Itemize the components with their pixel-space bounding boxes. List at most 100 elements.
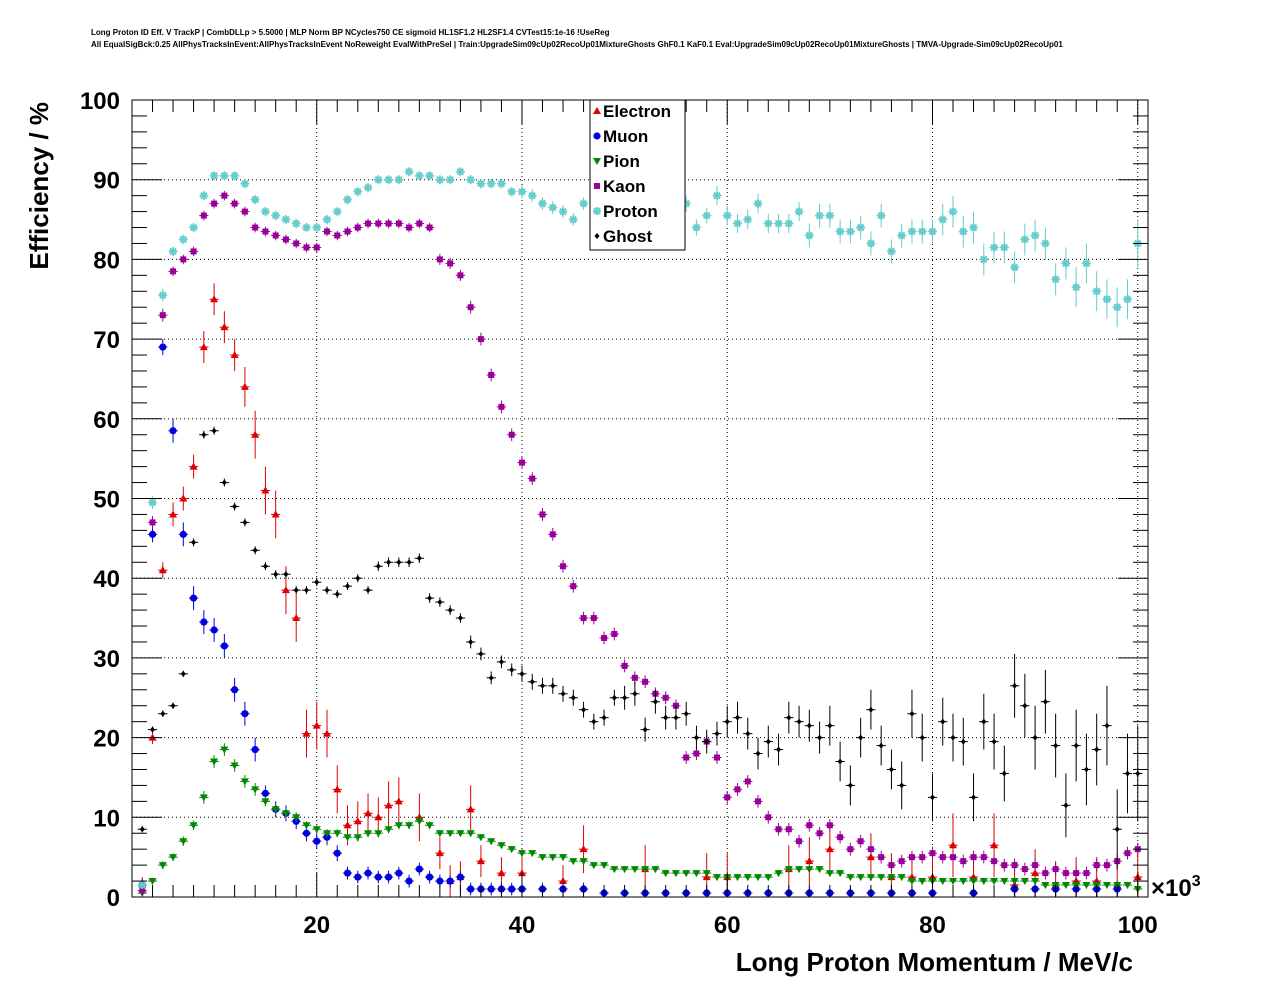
data-point — [220, 746, 229, 754]
data-point — [262, 563, 268, 570]
data-point — [836, 227, 845, 236]
data-point — [179, 838, 188, 846]
data-point — [704, 738, 710, 745]
legend-entry-electron: Electron — [593, 102, 671, 121]
data-point — [148, 530, 157, 538]
data-point — [322, 729, 331, 737]
data-point — [158, 566, 167, 574]
data-point — [1021, 866, 1028, 873]
legend-marker — [593, 158, 601, 165]
data-point — [159, 312, 166, 319]
data-point — [426, 224, 433, 231]
data-point — [744, 778, 751, 785]
data-point — [466, 830, 475, 838]
legend: Electron Muon Pion Kaon Proton Ghost — [589, 99, 686, 251]
data-point — [815, 211, 824, 220]
data-point — [796, 838, 803, 845]
data-point — [435, 175, 444, 184]
legend-entry-proton: Proton — [593, 202, 658, 221]
legend-entry-pion: Pion — [593, 152, 640, 171]
data-point — [497, 179, 506, 188]
data-point — [231, 200, 238, 207]
data-point — [189, 594, 198, 602]
data-point — [682, 199, 691, 208]
data-point — [436, 256, 443, 263]
data-point — [888, 766, 894, 773]
data-point — [384, 873, 393, 881]
data-point — [907, 878, 916, 886]
data-point — [877, 874, 886, 882]
data-point — [302, 829, 311, 837]
data-point — [938, 215, 947, 224]
data-point — [1032, 862, 1039, 869]
y-tick-label: 60 — [93, 407, 120, 434]
data-point — [466, 175, 475, 184]
y-tick-label: 10 — [93, 805, 120, 832]
data-point — [856, 874, 865, 882]
data-point — [240, 778, 249, 786]
data-point — [365, 220, 372, 227]
data-point — [169, 854, 178, 862]
data-point — [456, 873, 465, 881]
data-point — [529, 678, 535, 685]
data-point — [468, 638, 474, 645]
data-point — [733, 874, 742, 882]
data-point — [312, 721, 321, 729]
data-point — [806, 822, 813, 829]
data-point — [693, 734, 699, 741]
data-point — [918, 227, 927, 236]
data-point — [642, 678, 649, 685]
data-point — [825, 845, 834, 853]
data-point — [241, 710, 249, 718]
data-point — [476, 857, 485, 865]
data-point — [292, 814, 301, 822]
data-point — [405, 167, 414, 176]
data-point — [447, 607, 453, 614]
data-point — [1062, 870, 1069, 877]
data-point — [261, 798, 270, 806]
data-point — [488, 674, 494, 681]
data-point — [888, 862, 895, 869]
data-point — [446, 175, 455, 184]
series-proton — [137, 166, 1143, 890]
data-point — [170, 702, 176, 709]
data-point — [579, 199, 588, 208]
data-point — [866, 239, 875, 248]
y-tick-label: 0 — [107, 885, 120, 912]
data-point — [847, 782, 853, 789]
data-point — [292, 614, 301, 622]
data-point — [765, 814, 772, 821]
data-point — [375, 220, 382, 227]
data-point — [734, 714, 740, 721]
data-point — [385, 220, 392, 227]
data-point — [159, 343, 167, 351]
data-point — [1103, 862, 1110, 869]
data-point — [1031, 869, 1040, 877]
data-point — [774, 219, 783, 228]
data-point — [950, 854, 957, 861]
data-point — [395, 869, 403, 877]
data-point — [466, 805, 475, 813]
data-point — [1061, 259, 1070, 268]
data-point — [528, 191, 537, 200]
grid-lines — [132, 100, 1148, 897]
data-point — [353, 817, 362, 825]
data-point — [487, 179, 496, 188]
data-point — [333, 849, 341, 857]
x-axis-label: Long Proton Momentum / MeV/c — [736, 947, 1133, 977]
data-point — [384, 801, 393, 809]
data-point — [1001, 770, 1007, 777]
data-point — [1073, 742, 1079, 749]
data-point — [498, 403, 505, 410]
data-point — [651, 866, 660, 874]
x-axis-multiplier-base: ×10 — [1151, 875, 1192, 902]
data-point — [221, 479, 227, 486]
data-point — [200, 212, 207, 219]
data-point — [478, 650, 484, 657]
data-point — [365, 587, 371, 594]
data-point — [497, 869, 506, 877]
data-point — [456, 830, 465, 838]
data-point — [374, 175, 383, 184]
data-point — [230, 762, 239, 770]
data-point — [293, 587, 299, 594]
